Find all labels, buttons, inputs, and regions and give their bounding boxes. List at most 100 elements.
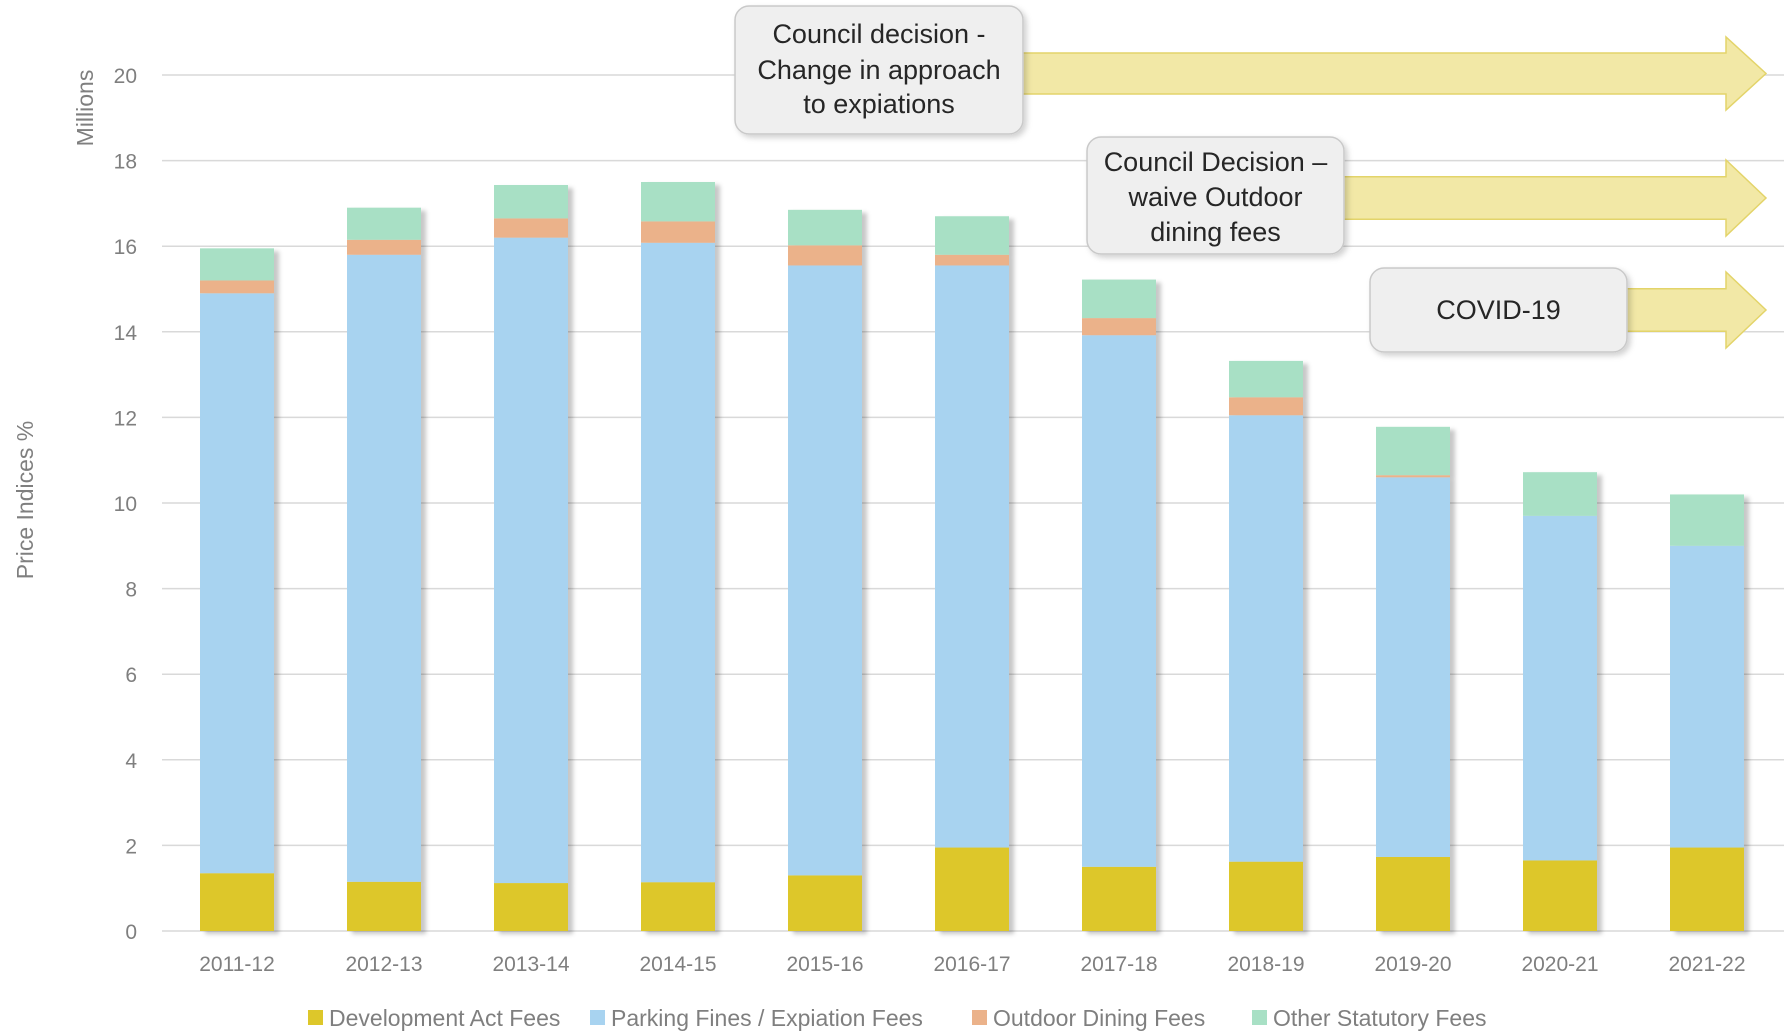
bar-segment: [1082, 279, 1156, 319]
bar-segment: [200, 293, 274, 874]
bar-segment: [1376, 426, 1450, 476]
legend: Development Act Fees Parking Fines / Expi…: [308, 1005, 1486, 1031]
x-tick-label: 2012-13: [345, 953, 422, 976]
bar-stack: [1670, 494, 1744, 931]
annotation-text: Council Decision –: [1104, 147, 1328, 177]
bar-segment: [788, 265, 862, 876]
annotation-box: [1086, 136, 1345, 255]
bar-segment: [200, 248, 274, 281]
bar-segment: [1229, 360, 1303, 398]
bar-segment: [200, 873, 274, 931]
bar-segment: [494, 237, 568, 884]
legend-swatch: [308, 1010, 323, 1025]
bar-stack: [1523, 472, 1597, 931]
y-tick-label: 0: [125, 921, 137, 944]
bar-segment: [494, 218, 568, 238]
legend-item: Outdoor Dining Fees: [972, 1005, 1205, 1031]
x-tick-label: 2020-21: [1521, 953, 1598, 976]
y-tick-label: 4: [125, 750, 137, 773]
bar-segment: [935, 265, 1009, 848]
legend-label: Other Statutory Fees: [1273, 1005, 1486, 1031]
bar-stack: [788, 209, 862, 931]
bar-segment: [1523, 472, 1597, 516]
annotation-arrow: [1337, 158, 1768, 238]
y-axis-ticks: 0 2 4 6 8 10 12 14 16 18 20: [114, 65, 138, 944]
annotation-text: Council decision -: [772, 19, 985, 49]
x-tick-label: 2014-15: [639, 953, 716, 976]
legend-label: Development Act Fees: [329, 1005, 560, 1031]
legend-swatch: [972, 1010, 987, 1025]
annotation-text: COVID-19: [1436, 295, 1561, 325]
bar-segment: [935, 847, 1009, 931]
bar-segment: [1670, 545, 1744, 848]
bar-segment: [1082, 335, 1156, 867]
x-tick-label: 2015-16: [786, 953, 863, 976]
y-tick-label: 14: [114, 322, 138, 345]
y-tick-label: 16: [114, 236, 137, 259]
bar-segment: [1376, 856, 1450, 931]
bar-segment: [641, 182, 715, 222]
bar-stack: [935, 216, 1009, 931]
y-tick-label: 12: [114, 407, 137, 430]
bar-segment: [347, 239, 421, 255]
annotations: Council decision - Change in approach to e…: [734, 5, 1768, 353]
annotation-arrow: [1620, 270, 1768, 350]
legend-swatch: [590, 1010, 605, 1025]
y-tick-label: 10: [114, 493, 137, 516]
annotation-callout: Council Decision – waive Outdoor dining fe…: [1086, 136, 1768, 255]
bar-segment: [1376, 475, 1450, 478]
bar-segment: [1229, 397, 1303, 416]
bar-segment: [935, 216, 1009, 255]
legend-item: Development Act Fees: [308, 1005, 560, 1031]
x-tick-label: 2021-22: [1668, 953, 1745, 976]
bar-segment: [494, 883, 568, 931]
bar-segment: [347, 254, 421, 882]
bar-segment: [788, 245, 862, 266]
bar-segment: [641, 242, 715, 883]
legend-label: Outdoor Dining Fees: [993, 1005, 1205, 1031]
annotation-callout: COVID-19: [1369, 267, 1768, 353]
bar-stack: [347, 207, 421, 931]
annotation-text: waive Outdoor: [1127, 182, 1302, 212]
x-tick-label: 2018-19: [1227, 953, 1304, 976]
annotation-text: Change in approach: [757, 55, 1000, 85]
bar-stack: [200, 248, 274, 931]
annotation-arrow: [1016, 35, 1768, 112]
x-tick-label: 2019-20: [1374, 953, 1451, 976]
y-tick-label: 2: [125, 835, 137, 858]
y-axis-label: Price Indices %: [12, 421, 38, 580]
annotation-text: dining fees: [1150, 217, 1281, 247]
bar-segment: [200, 280, 274, 294]
bar-segment: [1523, 515, 1597, 861]
annotation-box: [734, 5, 1024, 135]
x-tick-label: 2017-18: [1080, 953, 1157, 976]
x-axis-ticks: 2011-12 2012-13 2013-14 2014-15 2015-16 2016-…: [199, 953, 1745, 976]
y-tick-label: 18: [114, 151, 137, 174]
annotation-box: [1369, 267, 1628, 353]
bar-stack: [1376, 426, 1450, 931]
bar-segment: [1376, 477, 1450, 857]
bar-segment: [1670, 847, 1744, 931]
y-tick-label: 8: [125, 579, 137, 602]
y-tick-label: 20: [114, 65, 137, 88]
bar-stack: [494, 184, 568, 931]
bar-segment: [1229, 861, 1303, 931]
bars: [200, 182, 1744, 931]
bar-segment: [1670, 494, 1744, 546]
legend-label: Parking Fines / Expiation Fees: [611, 1005, 923, 1031]
bar-segment: [1523, 860, 1597, 931]
legend-item: Parking Fines / Expiation Fees: [590, 1005, 923, 1031]
legend-swatch: [1252, 1010, 1267, 1025]
bar-stack: [1229, 360, 1303, 931]
bar-stack: [1082, 279, 1156, 931]
bar-segment: [347, 207, 421, 240]
annotation-callout: Council decision - Change in approach to e…: [734, 5, 1768, 135]
bar-segment: [788, 875, 862, 931]
bar-segment: [641, 221, 715, 243]
bar-segment: [1082, 318, 1156, 336]
x-tick-label: 2013-14: [492, 953, 569, 976]
y-axis-unit-label: Millions: [72, 70, 98, 147]
bar-stack: [641, 182, 715, 931]
x-tick-label: 2011-12: [199, 953, 275, 976]
